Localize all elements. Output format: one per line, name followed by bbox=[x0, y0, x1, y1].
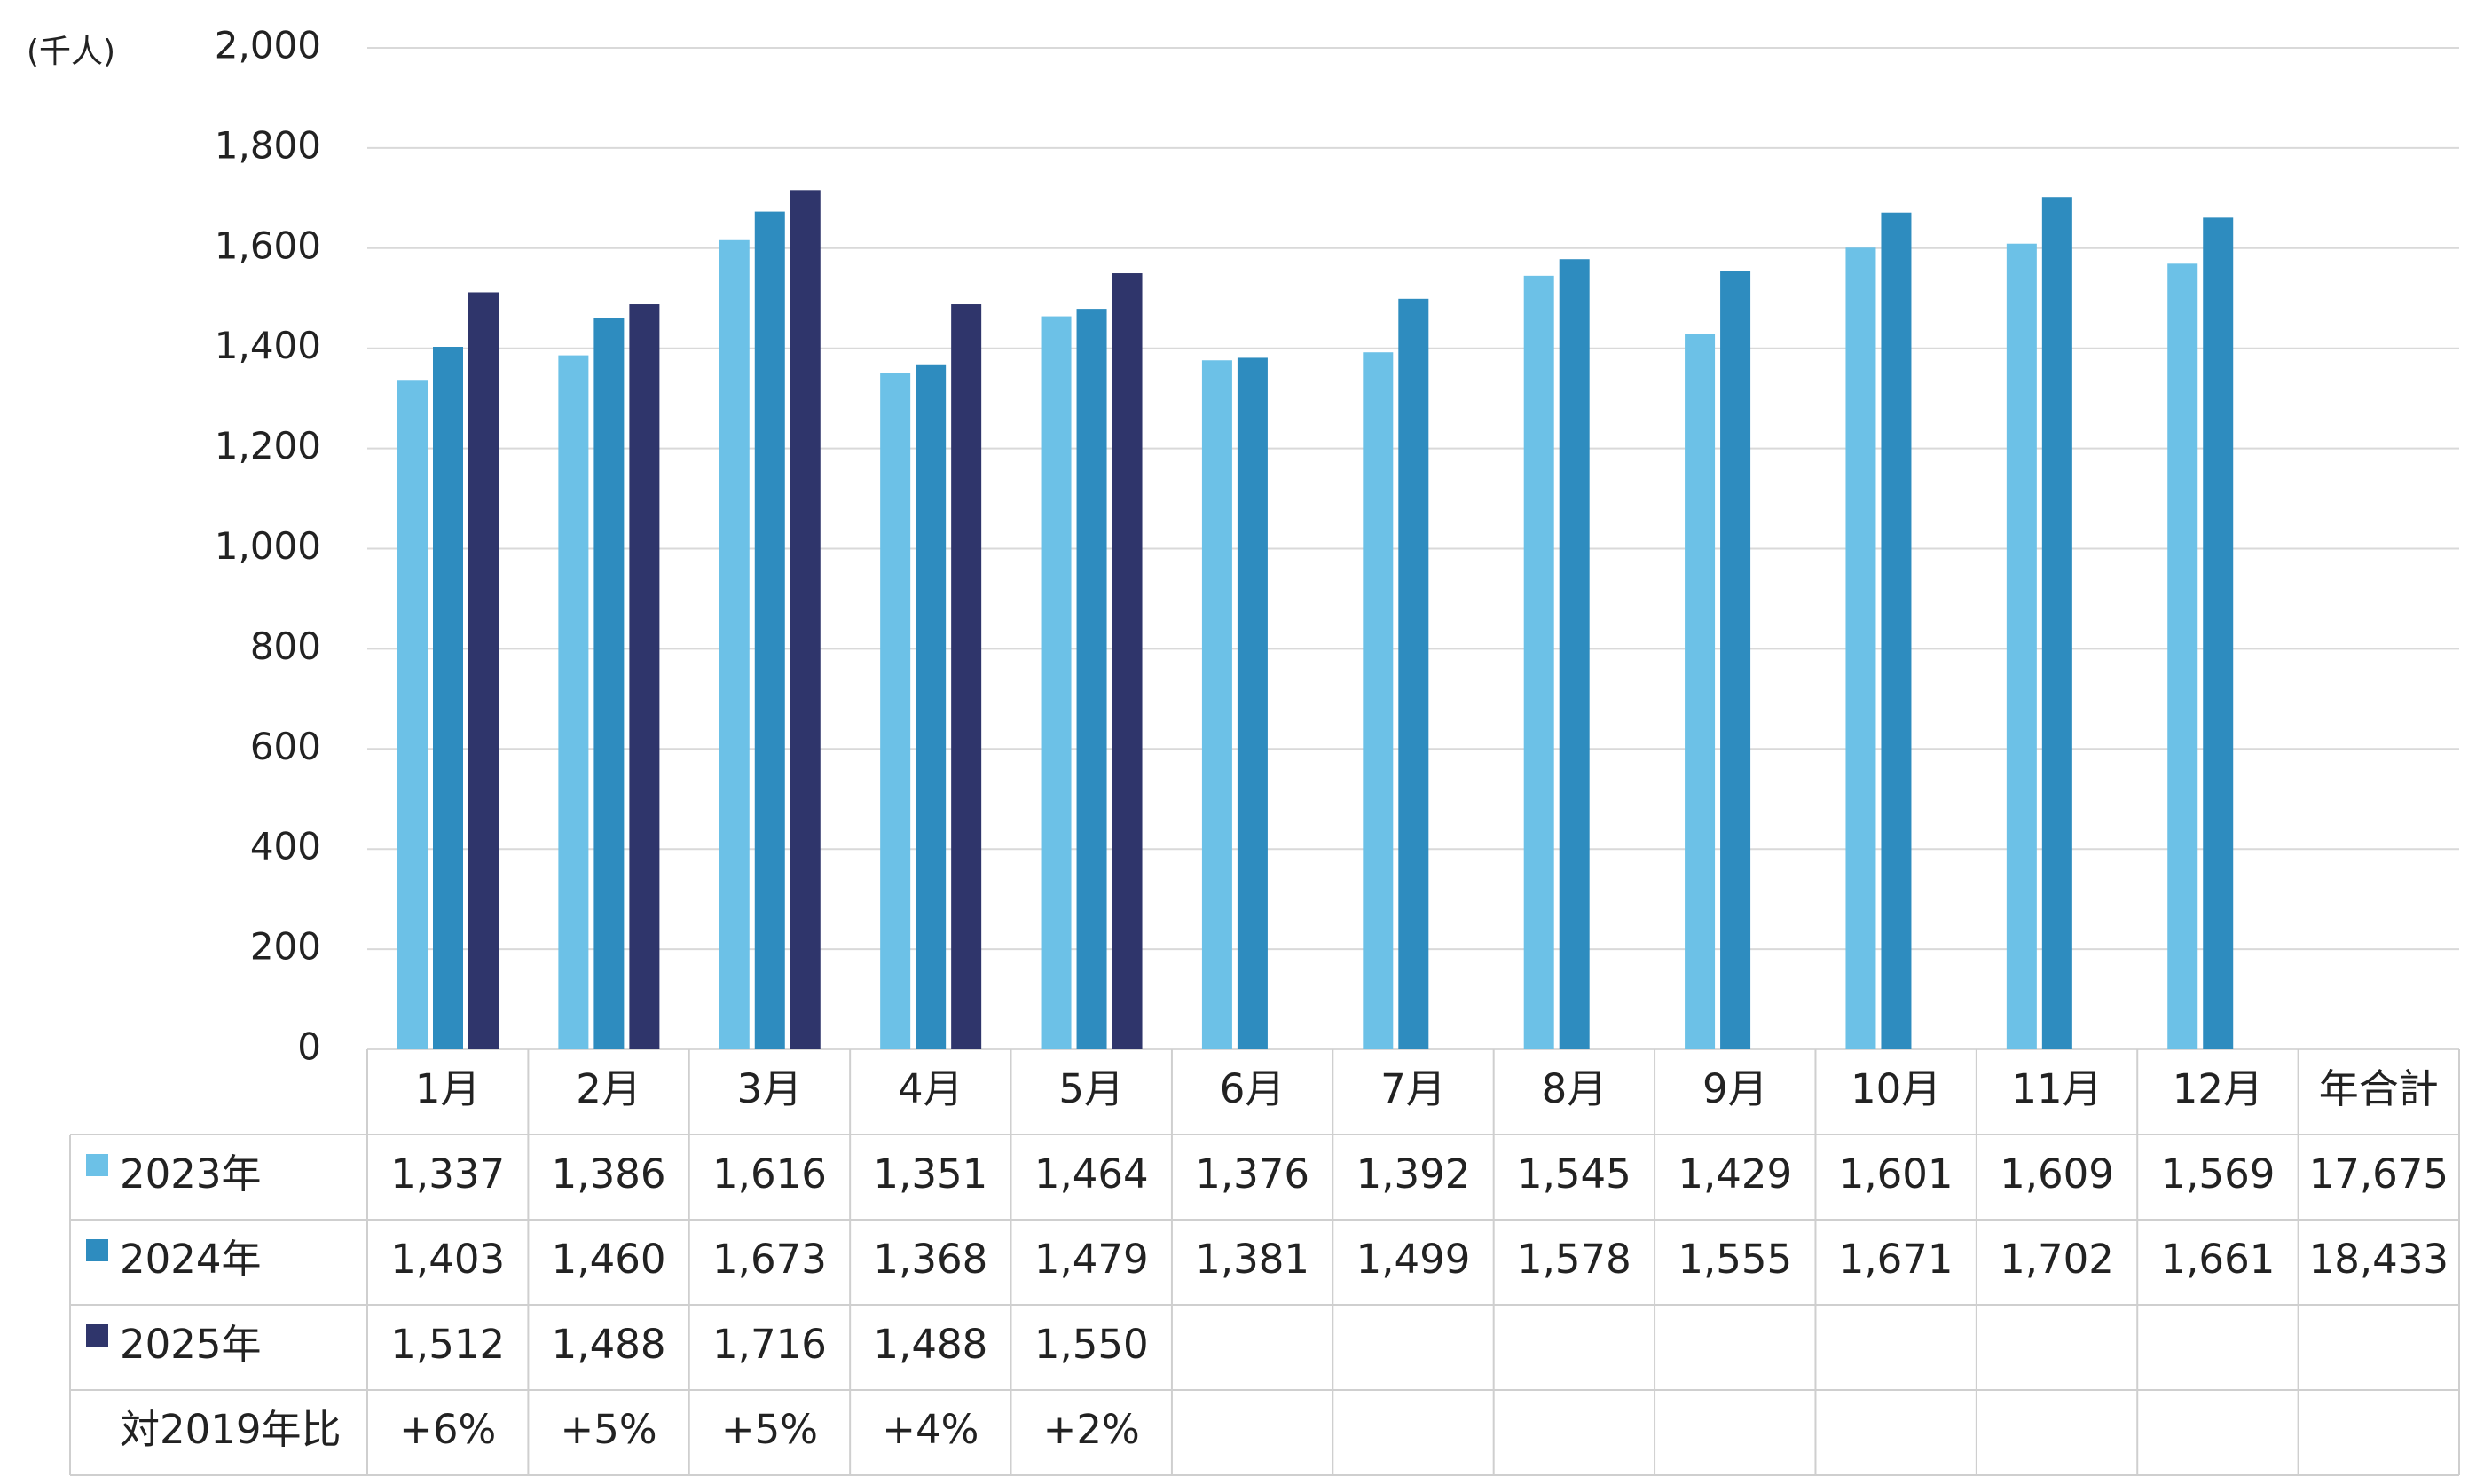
bar bbox=[1881, 212, 1912, 1049]
ratio-value: +5% bbox=[721, 1406, 818, 1453]
total-header: 年合計 bbox=[2319, 1065, 2439, 1112]
table-total: 18,433 bbox=[2309, 1236, 2449, 1283]
y-tick-label: 1,800 bbox=[215, 123, 321, 167]
bar bbox=[1685, 334, 1716, 1050]
bar bbox=[1559, 259, 1590, 1049]
ratio-value: +4% bbox=[882, 1406, 979, 1453]
table-value: 1,479 bbox=[1034, 1236, 1149, 1283]
bar bbox=[1845, 247, 1876, 1050]
bar bbox=[719, 239, 750, 1049]
table-value: 1,403 bbox=[390, 1236, 505, 1283]
x-tick-label: 10月 bbox=[1851, 1065, 1941, 1112]
bar bbox=[790, 190, 821, 1049]
table-value: 1,578 bbox=[1517, 1236, 1631, 1283]
x-tick-label: 3月 bbox=[737, 1065, 803, 1112]
bar bbox=[1076, 309, 1107, 1049]
table-value: 1,488 bbox=[873, 1321, 987, 1368]
x-tick-label: 4月 bbox=[898, 1065, 963, 1112]
y-tick-label: 1,600 bbox=[215, 224, 321, 267]
table-value: 1,386 bbox=[552, 1150, 666, 1197]
bar bbox=[558, 355, 589, 1049]
table-value: 1,555 bbox=[1678, 1236, 1792, 1283]
x-tick-label: 11月 bbox=[2011, 1065, 2102, 1112]
table-value: 1,569 bbox=[2161, 1150, 2276, 1197]
table-value: 1,671 bbox=[1839, 1236, 1953, 1283]
y-tick-label: 1,000 bbox=[215, 524, 321, 568]
bar bbox=[1398, 298, 1429, 1049]
bar bbox=[468, 292, 499, 1049]
legend-label: 2024年 bbox=[120, 1236, 262, 1283]
table-value: 1,673 bbox=[712, 1236, 827, 1283]
bar bbox=[433, 347, 463, 1050]
bar bbox=[1720, 271, 1751, 1049]
ratio-label: 対2019年比 bbox=[120, 1406, 342, 1453]
x-tick-label: 1月 bbox=[415, 1065, 481, 1112]
table-value: 1,609 bbox=[2000, 1150, 2114, 1197]
y-tick-label: 400 bbox=[250, 825, 321, 868]
legend-label: 2023年 bbox=[120, 1150, 262, 1197]
legend-swatch bbox=[86, 1324, 108, 1347]
bar bbox=[629, 304, 660, 1049]
bar bbox=[1363, 352, 1394, 1049]
y-tick-label: 200 bbox=[250, 925, 321, 969]
legend-swatch bbox=[86, 1239, 108, 1261]
table-value: 1,392 bbox=[1356, 1150, 1471, 1197]
bar bbox=[1523, 275, 1554, 1049]
ratio-value: +5% bbox=[561, 1406, 657, 1453]
table-value: 1,702 bbox=[2000, 1236, 2114, 1283]
y-tick-label: 0 bbox=[297, 1025, 321, 1069]
bar bbox=[1041, 316, 1072, 1049]
x-tick-label: 2月 bbox=[576, 1065, 641, 1112]
table-value: 1,464 bbox=[1034, 1150, 1149, 1197]
y-tick-label: 800 bbox=[250, 624, 321, 668]
table-value: 1,337 bbox=[390, 1150, 505, 1197]
x-tick-label: 9月 bbox=[1702, 1065, 1768, 1112]
bar bbox=[754, 211, 785, 1050]
ratio-value: +6% bbox=[399, 1406, 496, 1453]
bar bbox=[2203, 217, 2234, 1050]
table-value: 1,716 bbox=[712, 1321, 827, 1368]
table-total: 17,675 bbox=[2309, 1150, 2449, 1197]
y-tick-label: 1,200 bbox=[215, 424, 321, 467]
bar bbox=[951, 304, 982, 1049]
x-tick-label: 5月 bbox=[1058, 1065, 1124, 1112]
table-value: 1,460 bbox=[552, 1236, 666, 1283]
table-value: 1,512 bbox=[390, 1321, 505, 1368]
table-value: 1,368 bbox=[873, 1236, 987, 1283]
table-value: 1,381 bbox=[1195, 1236, 1309, 1283]
y-tick-label: 2,000 bbox=[215, 24, 321, 67]
bar bbox=[880, 373, 911, 1050]
table-value: 1,661 bbox=[2161, 1236, 2276, 1283]
table-value: 1,616 bbox=[712, 1150, 827, 1197]
x-tick-label: 6月 bbox=[1220, 1065, 1285, 1112]
y-tick-label: 1,400 bbox=[215, 324, 321, 367]
bar bbox=[1112, 273, 1143, 1049]
table-value: 1,499 bbox=[1356, 1236, 1471, 1283]
table-value: 1,545 bbox=[1517, 1150, 1631, 1197]
bar bbox=[2167, 263, 2198, 1049]
bar bbox=[1237, 357, 1268, 1049]
ratio-value: +2% bbox=[1043, 1406, 1140, 1453]
bar bbox=[1201, 360, 1232, 1049]
legend-label: 2025年 bbox=[120, 1321, 262, 1368]
bar bbox=[397, 380, 428, 1049]
table-value: 1,601 bbox=[1839, 1150, 1953, 1197]
y-unit: (千人) bbox=[27, 34, 115, 70]
table-value: 1,351 bbox=[873, 1150, 987, 1197]
legend-swatch bbox=[86, 1154, 108, 1176]
table-value: 1,550 bbox=[1034, 1321, 1149, 1368]
x-tick-label: 8月 bbox=[1542, 1065, 1608, 1112]
x-tick-label: 12月 bbox=[2173, 1065, 2263, 1112]
bar bbox=[916, 364, 947, 1049]
x-tick-label: 7月 bbox=[1380, 1065, 1446, 1112]
bar bbox=[593, 318, 625, 1050]
table-value: 1,488 bbox=[552, 1321, 666, 1368]
bar bbox=[2006, 243, 2037, 1050]
bar bbox=[2041, 197, 2072, 1049]
table-value: 1,376 bbox=[1195, 1150, 1309, 1197]
y-tick-label: 600 bbox=[250, 725, 321, 768]
table-value: 1,429 bbox=[1678, 1150, 1792, 1197]
